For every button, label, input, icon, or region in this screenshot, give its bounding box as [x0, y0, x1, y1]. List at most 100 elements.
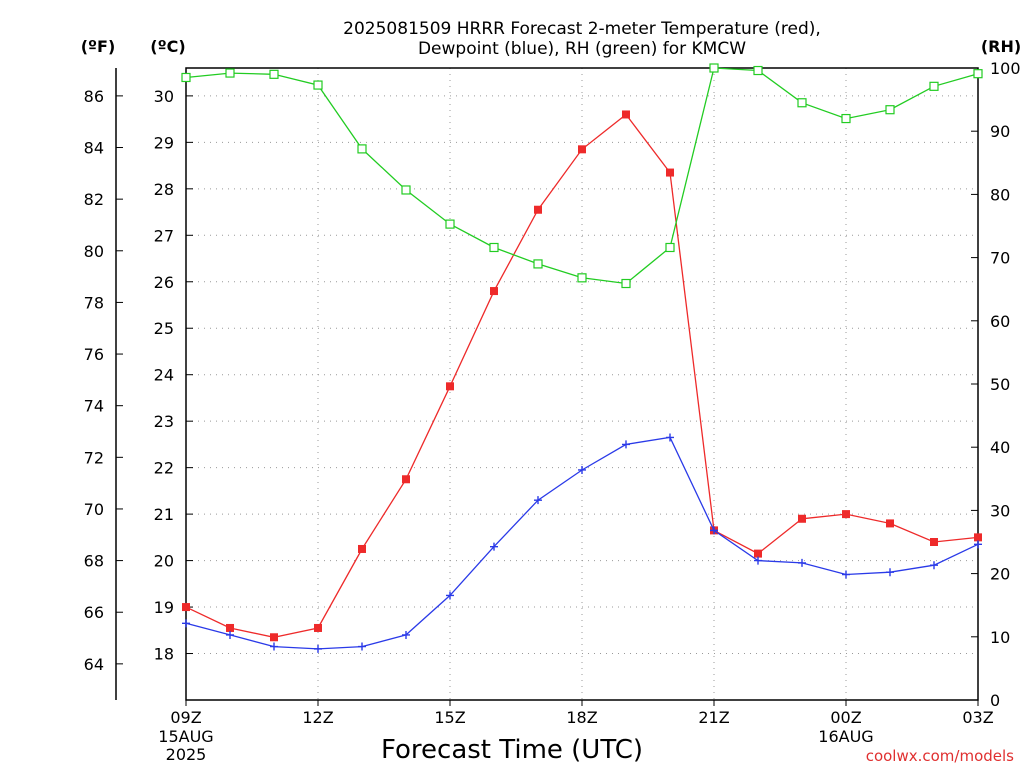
- temperature-point: [754, 549, 762, 558]
- credit-text: coolwx.com/models: [866, 747, 1014, 765]
- plot-frame: [185, 67, 979, 701]
- dewpoint-point: [666, 433, 674, 442]
- dewpoint-point: [886, 568, 894, 577]
- dewpoint-point: [930, 561, 938, 570]
- temperature-point: [358, 544, 366, 553]
- rh-tick-label: 80: [990, 185, 1010, 204]
- temperature-point: [490, 287, 498, 296]
- x-tick-label: 09Z: [170, 708, 201, 727]
- rh-point: [489, 242, 499, 253]
- rh-tick-label: 40: [990, 438, 1010, 457]
- temperature-point: [798, 514, 806, 523]
- temperature-point: [402, 475, 410, 484]
- rh-point: [665, 242, 675, 253]
- celsius-tick-label: 23: [154, 412, 174, 431]
- fahrenheit-tick-label: 68: [84, 552, 104, 571]
- rh-point: [841, 113, 851, 124]
- rh-tick-label: 20: [990, 565, 1010, 584]
- rh-point: [973, 69, 983, 79]
- temperature-point: [666, 168, 674, 177]
- rh-point: [269, 69, 279, 79]
- dewpoint-point: [314, 644, 322, 653]
- x-tick-year-label: 2025: [166, 745, 207, 764]
- temperature-point: [974, 533, 982, 542]
- fahrenheit-tick-label: 76: [84, 345, 104, 364]
- x-tick-label: 12Z: [302, 708, 333, 727]
- rh-point: [313, 80, 323, 90]
- temperature-point: [622, 110, 630, 119]
- x-tick-date-label: 15AUG: [158, 727, 213, 746]
- data-series: [181, 63, 983, 653]
- rh-tick-label: 60: [990, 312, 1010, 331]
- rh-tick-label: 50: [990, 375, 1010, 394]
- rh-point: [445, 219, 455, 229]
- dewpoint-point: [490, 542, 498, 551]
- x-tick-label: 21Z: [698, 708, 729, 727]
- celsius-unit-label: (ºC): [150, 37, 185, 56]
- x-tick-label: 03Z: [962, 708, 993, 727]
- chart-title-line1: 2025081509 HRRR Forecast 2-meter Tempera…: [343, 19, 821, 39]
- celsius-tick-label: 24: [154, 366, 174, 385]
- rh-point: [225, 68, 235, 78]
- x-tick-label: 00Z: [830, 708, 861, 727]
- dewpoint-point: [578, 465, 586, 474]
- temperature-point: [842, 510, 850, 519]
- celsius-tick-label: 27: [154, 226, 174, 245]
- celsius-tick-label: 21: [154, 505, 174, 524]
- dewpoint-point: [710, 526, 718, 535]
- x-tick-label: 18Z: [566, 708, 597, 727]
- celsius-tick-label: 20: [154, 552, 174, 571]
- dewpoint-point: [226, 630, 234, 639]
- dewpoint-point: [974, 540, 982, 549]
- temperature-line: [185, 113, 979, 638]
- rh-tick-label: 10: [990, 628, 1010, 647]
- rh-tick-label: 70: [990, 249, 1010, 268]
- dewpoint-series: [182, 433, 982, 653]
- celsius-tick-label: 26: [154, 273, 174, 292]
- celsius-tick-label: 29: [154, 133, 174, 152]
- temperature-point: [314, 623, 322, 632]
- temperature-point: [534, 205, 542, 214]
- dewpoint-point: [182, 619, 190, 628]
- dewpoint-point: [270, 642, 278, 651]
- rh-tick-label: 100: [990, 59, 1021, 78]
- temperature-point: [930, 538, 938, 546]
- x-axis-label: Forecast Time (UTC): [381, 735, 643, 765]
- x-tick-label: 15Z: [434, 708, 465, 727]
- chart-title-line2: Dewpoint (blue), RH (green) for KMCW: [418, 39, 746, 59]
- fahrenheit-tick-label: 80: [84, 242, 104, 261]
- fahrenheit-tick-label: 64: [84, 655, 104, 674]
- rh-point: [401, 185, 411, 195]
- celsius-tick-label: 25: [154, 319, 174, 338]
- rh-tick-label: 30: [990, 501, 1010, 520]
- celsius-tick-label: 28: [154, 180, 174, 199]
- dewpoint-point: [534, 496, 542, 505]
- fahrenheit-tick-label: 86: [84, 87, 104, 106]
- grid-lines: [186, 68, 978, 700]
- fahrenheit-tick-label: 74: [84, 397, 104, 416]
- rh-point: [929, 81, 939, 91]
- fahrenheit-tick-label: 84: [84, 139, 104, 158]
- fahrenheit-unit-label: (ºF): [81, 37, 116, 56]
- fahrenheit-tick-label: 72: [84, 448, 104, 467]
- dewpoint-point: [622, 440, 630, 449]
- rh-tick-label: 90: [990, 122, 1010, 141]
- rh-series: [181, 63, 983, 289]
- fahrenheit-tick-label: 66: [84, 603, 104, 622]
- celsius-tick-label: 22: [154, 459, 174, 478]
- rh-point: [621, 278, 631, 289]
- fahrenheit-tick-label: 82: [84, 190, 104, 209]
- rh-point: [577, 273, 587, 283]
- rh-unit-label: (RH): [981, 37, 1021, 56]
- temperature-point: [270, 633, 278, 642]
- temperature-point: [226, 623, 234, 632]
- temperature-series: [182, 110, 982, 642]
- dewpoint-point: [358, 642, 366, 651]
- dewpoint-point: [798, 558, 806, 567]
- celsius-tick-label: 18: [154, 645, 174, 664]
- dewpoint-point: [842, 570, 850, 579]
- celsius-tick-label: 30: [154, 87, 174, 106]
- x-tick-date-label: 16AUG: [818, 727, 873, 746]
